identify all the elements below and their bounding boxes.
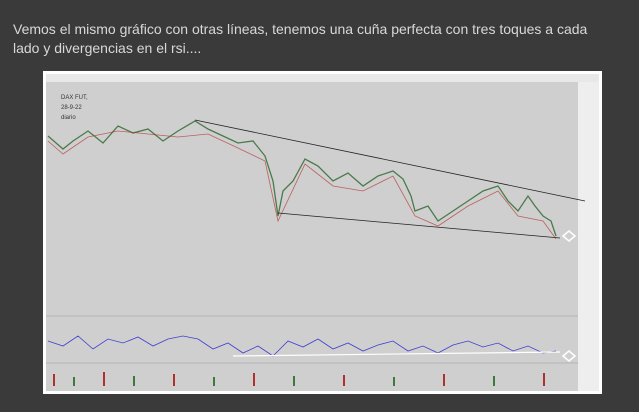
chart-label-date: 28-9-22 <box>61 105 82 111</box>
touch-marker <box>561 350 577 362</box>
chart-label-period: diario <box>61 115 76 121</box>
chart-background <box>46 74 599 391</box>
wedge-lower-line <box>277 212 561 239</box>
chart-image: DAX FUT, 28-9-22 diario <box>43 71 602 394</box>
toolbar <box>46 74 599 82</box>
price-line <box>47 120 557 237</box>
rsi-line <box>47 335 557 357</box>
volume-bars <box>53 372 545 386</box>
post-text: Vemos el mismo gráfico con otras líneas,… <box>13 21 588 56</box>
touch-marker <box>561 230 577 242</box>
rsi-divergence-line <box>232 351 561 357</box>
wedge-upper-line <box>194 119 586 202</box>
chart-label-instrument: DAX FUT, <box>61 95 88 101</box>
price-axis <box>578 82 599 391</box>
price-line-overlay <box>47 130 557 240</box>
